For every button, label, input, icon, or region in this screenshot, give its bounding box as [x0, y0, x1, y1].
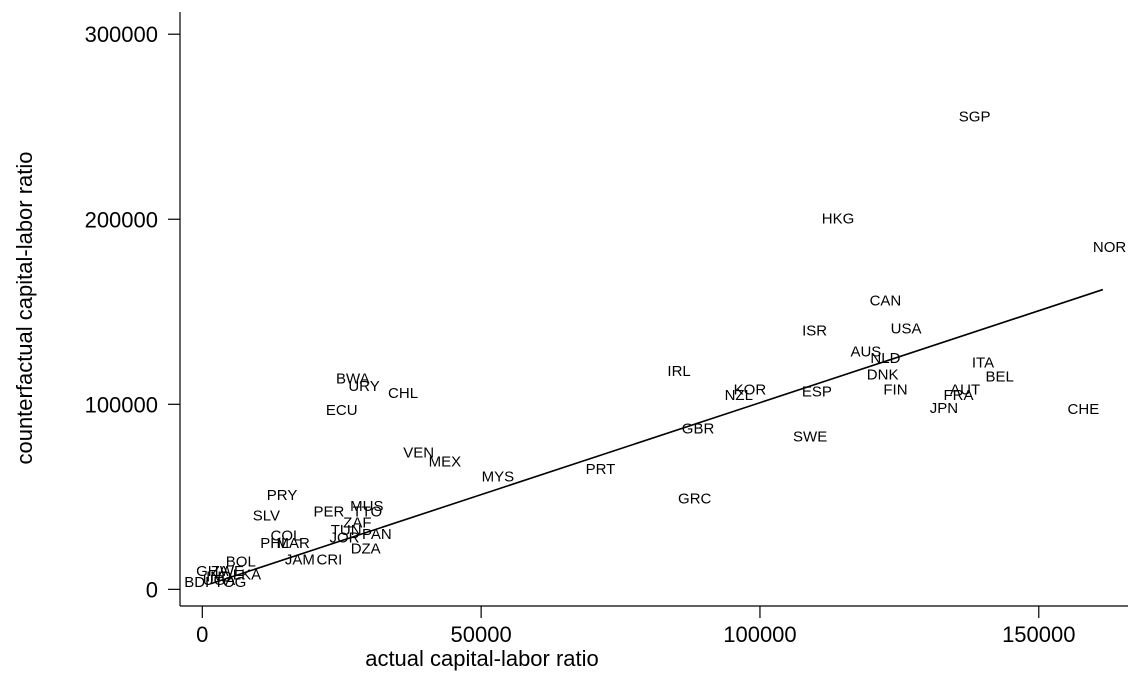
point-label-bel: BEL	[986, 369, 1014, 386]
x-axis-title: actual capital-labor ratio	[365, 646, 599, 671]
y-tick-label: 100000	[85, 392, 158, 417]
point-label-dnk: DNK	[867, 367, 899, 384]
point-label-usa: USA	[891, 320, 922, 337]
point-label-tun: TUN	[331, 522, 362, 539]
point-label-chl: CHL	[388, 385, 418, 402]
point-label-zwe: ZWE	[211, 563, 244, 580]
point-label-nor: NOR	[1093, 239, 1127, 256]
x-axis-ticks: 0 50000 100000 150000	[196, 606, 1075, 647]
point-label-bdi: BDI	[184, 574, 209, 591]
point-label-fra: FRA	[943, 387, 973, 404]
point-label-aut: AUT	[950, 381, 980, 398]
x-tick-label: 150000	[1002, 622, 1075, 647]
point-label-per: PER	[313, 504, 344, 521]
point-label-pan: PAN	[362, 526, 392, 543]
point-label-lka: LKA	[233, 567, 261, 584]
point-label-fin: FIN	[883, 381, 907, 398]
point-label-tto: TTO	[353, 504, 383, 521]
fitted-line	[210, 288, 1104, 585]
point-label-mex: MEX	[429, 454, 462, 471]
point-label-can: CAN	[870, 293, 902, 310]
point-label-slv: SLV	[253, 507, 280, 524]
point-label-che: CHE	[1068, 401, 1100, 418]
point-label-ecu: ECU	[326, 402, 358, 419]
point-label-zaf: ZAF	[343, 515, 371, 532]
point-label-pry: PRY	[267, 487, 298, 504]
point-label-ind: IND	[206, 568, 232, 585]
point-label-ury: URY	[348, 378, 379, 395]
y-axis-ticks: 0 100000 200000 300000	[85, 22, 180, 602]
point-label-gha: GHA	[196, 563, 229, 580]
point-label-col: COL	[271, 528, 302, 545]
point-label-sgp: SGP	[959, 109, 991, 126]
point-label-ita: ITA	[972, 355, 994, 372]
point-label-tog: TOG	[214, 574, 246, 591]
y-axis-title: counterfactual capital-labor ratio	[12, 151, 37, 464]
point-label-esp: ESP	[802, 383, 832, 400]
point-label-jpn: JPN	[930, 400, 958, 417]
point-label-aus: AUS	[850, 344, 881, 361]
point-label-ven: VEN	[403, 444, 434, 461]
point-label-gbr: GBR	[682, 420, 715, 437]
point-label-uga: UGA	[203, 572, 236, 589]
point-label-nld: NLD	[870, 350, 900, 367]
point-label-mys: MYS	[482, 468, 515, 485]
point-label-mar: MAR	[277, 535, 311, 552]
y-tick-label: 300000	[85, 22, 158, 47]
x-tick-label: 0	[196, 622, 208, 647]
point-label-cri: CRI	[317, 552, 343, 569]
point-label-irl: IRL	[667, 363, 690, 380]
point-label-jam: JAM	[285, 552, 315, 569]
y-tick-label: 0	[146, 577, 158, 602]
point-label-hkg: HKG	[822, 210, 855, 227]
y-tick-label: 200000	[85, 207, 158, 232]
x-tick-label: 50000	[451, 622, 512, 647]
point-label-mus: MUS	[350, 498, 383, 515]
point-label-grc: GRC	[678, 491, 712, 508]
point-label-phl: PHL	[260, 535, 289, 552]
point-label-jor: JOR	[330, 530, 360, 547]
point-label-dza: DZA	[351, 541, 381, 558]
point-label-kor: KOR	[734, 381, 767, 398]
x-tick-label: 100000	[723, 622, 796, 647]
point-label-nzl: NZL	[725, 387, 753, 404]
point-label-isr: ISR	[802, 322, 827, 339]
point-label-bwa: BWA	[336, 370, 370, 387]
point-label-prt: PRT	[586, 461, 616, 478]
point-label-swe: SWE	[793, 429, 827, 446]
point-label-bol: BOL	[226, 554, 256, 571]
